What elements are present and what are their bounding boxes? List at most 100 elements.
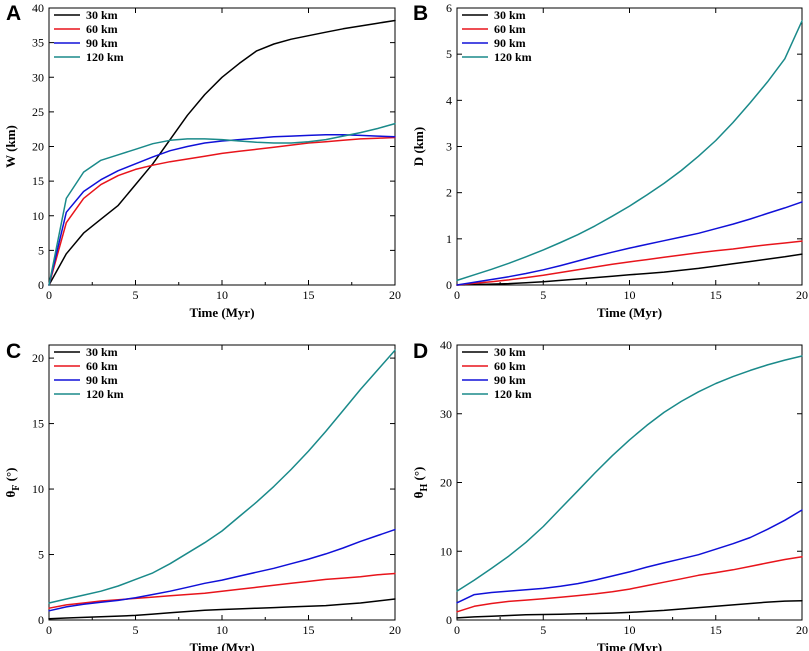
x-tick-label: 20 (796, 623, 808, 637)
y-axis-title: θF (°) (3, 467, 22, 497)
legend-label: 60 km (86, 22, 118, 36)
legend-label: 120 km (86, 50, 124, 64)
x-tick-label: 20 (389, 288, 401, 302)
series-line-120km (456, 355, 803, 592)
legend-label: 60 km (86, 359, 118, 373)
x-tick-label: 0 (46, 288, 52, 302)
series-line-60km (48, 572, 396, 609)
panel-label-b: B (413, 2, 428, 25)
legend-label: 120 km (494, 387, 532, 401)
x-tick-label: 15 (303, 288, 315, 302)
x-tick-label: 5 (540, 623, 546, 637)
y-tick-label: 25 (32, 105, 44, 119)
series-line-30km (456, 253, 803, 286)
legend-label: 30 km (86, 8, 118, 22)
y-tick-label: 5 (38, 243, 44, 257)
series-line-120km (48, 349, 396, 604)
series-line-120km (48, 122, 396, 286)
y-tick-label: 10 (32, 482, 44, 496)
x-tick-label: 5 (133, 288, 139, 302)
x-tick-label: 10 (216, 288, 228, 302)
y-tick-label: 40 (32, 1, 44, 15)
x-tick-label: 0 (454, 623, 460, 637)
y-tick-label: 30 (32, 70, 44, 84)
panel-c: C 0 5 10 15 20 0 5 10 15 20 Time (Myr) θF (°) 30 km6… (3, 340, 401, 651)
x-axis-title: Time (Myr) (189, 640, 254, 651)
y-tick-label: 10 (440, 544, 452, 558)
x-tick-label: 15 (303, 623, 315, 637)
legend-label: 30 km (494, 8, 526, 22)
y-tick-label: 20 (32, 351, 44, 365)
y-tick-label: 5 (38, 548, 44, 562)
x-axis-title: Time (Myr) (597, 305, 662, 320)
legend-label: 90 km (86, 373, 118, 387)
panel-label-d: D (413, 340, 428, 363)
series-line-60km (456, 556, 803, 613)
y-tick-label: 2 (446, 186, 452, 200)
y-tick-label: 40 (440, 338, 452, 352)
x-tick-label: 15 (710, 623, 722, 637)
x-tick-label: 15 (710, 288, 722, 302)
series-line-120km (456, 20, 803, 282)
legend-label: 90 km (494, 36, 526, 50)
x-tick-label: 10 (624, 623, 636, 637)
legend-label: 60 km (494, 22, 526, 36)
panel-a: A 0 5 10 15 20 0 5 10 15 20 25 30 35 40 Time (Myr) W (k… (3, 1, 401, 320)
y-tick-label: 10 (32, 209, 44, 223)
series-line-60km (48, 136, 396, 286)
y-tick-label: 1 (446, 232, 452, 246)
y-tick-label: 4 (446, 93, 452, 107)
y-tick-label: 0 (38, 278, 44, 292)
x-tick-label: 5 (540, 288, 546, 302)
series-line-90km (48, 133, 396, 286)
y-tick-label: 0 (446, 613, 452, 627)
legend-label: 60 km (494, 359, 526, 373)
series-line-30km (48, 598, 396, 620)
y-tick-label: 0 (446, 278, 452, 292)
series-line-90km (456, 201, 803, 286)
x-tick-label: 20 (389, 623, 401, 637)
series-line-30km (456, 600, 803, 619)
x-axis-title: Time (Myr) (597, 640, 662, 651)
x-tick-label: 20 (796, 288, 808, 302)
panel-d: D 0 5 10 15 20 0 10 20 30 40 Time (Myr) θH (°) 30 km… (411, 338, 808, 651)
plot-area-c: 0 5 10 15 20 0 5 10 15 20 Time (Myr) θF (°) 30 km60 … (3, 344, 401, 651)
y-tick-label: 15 (32, 417, 44, 431)
legend-label: 30 km (86, 345, 118, 359)
y-axis-title: θH (°) (411, 467, 430, 499)
y-axis-title: W (km) (3, 125, 18, 168)
y-tick-label: 35 (32, 36, 44, 50)
y-tick-label: 0 (38, 613, 44, 627)
legend-label: 90 km (494, 373, 526, 387)
legend-label: 90 km (86, 36, 118, 50)
x-tick-label: 0 (46, 623, 52, 637)
x-tick-label: 10 (624, 288, 636, 302)
y-tick-label: 30 (440, 407, 452, 421)
legend-label: 120 km (494, 50, 532, 64)
y-tick-label: 6 (446, 1, 452, 15)
panel-label-a: A (6, 2, 21, 25)
x-tick-label: 0 (454, 288, 460, 302)
plot-area-d: 0 5 10 15 20 0 10 20 30 40 Time (Myr) θH (°) 30 km60… (411, 338, 808, 651)
y-tick-label: 20 (440, 476, 452, 490)
panel-b: B 0 5 10 15 20 0 1 2 3 4 5 6 Time (Myr) D (km) 30 km60… (411, 1, 808, 320)
y-tick-label: 15 (32, 174, 44, 188)
y-tick-label: 3 (446, 140, 452, 154)
legend-label: 30 km (494, 345, 526, 359)
plot-area-a: 0 5 10 15 20 0 5 10 15 20 25 30 35 40 Time (Myr) W (km)… (3, 1, 401, 320)
y-tick-label: 20 (32, 140, 44, 154)
y-tick-label: 5 (446, 47, 452, 61)
series-line-60km (456, 240, 803, 286)
series-line-90km (456, 509, 803, 604)
x-axis-title: Time (Myr) (189, 305, 254, 320)
y-axis-title: D (km) (411, 127, 426, 166)
panel-label-c: C (6, 340, 21, 363)
series-line-30km (48, 19, 396, 286)
x-tick-label: 5 (133, 623, 139, 637)
series-line-90km (48, 528, 396, 612)
